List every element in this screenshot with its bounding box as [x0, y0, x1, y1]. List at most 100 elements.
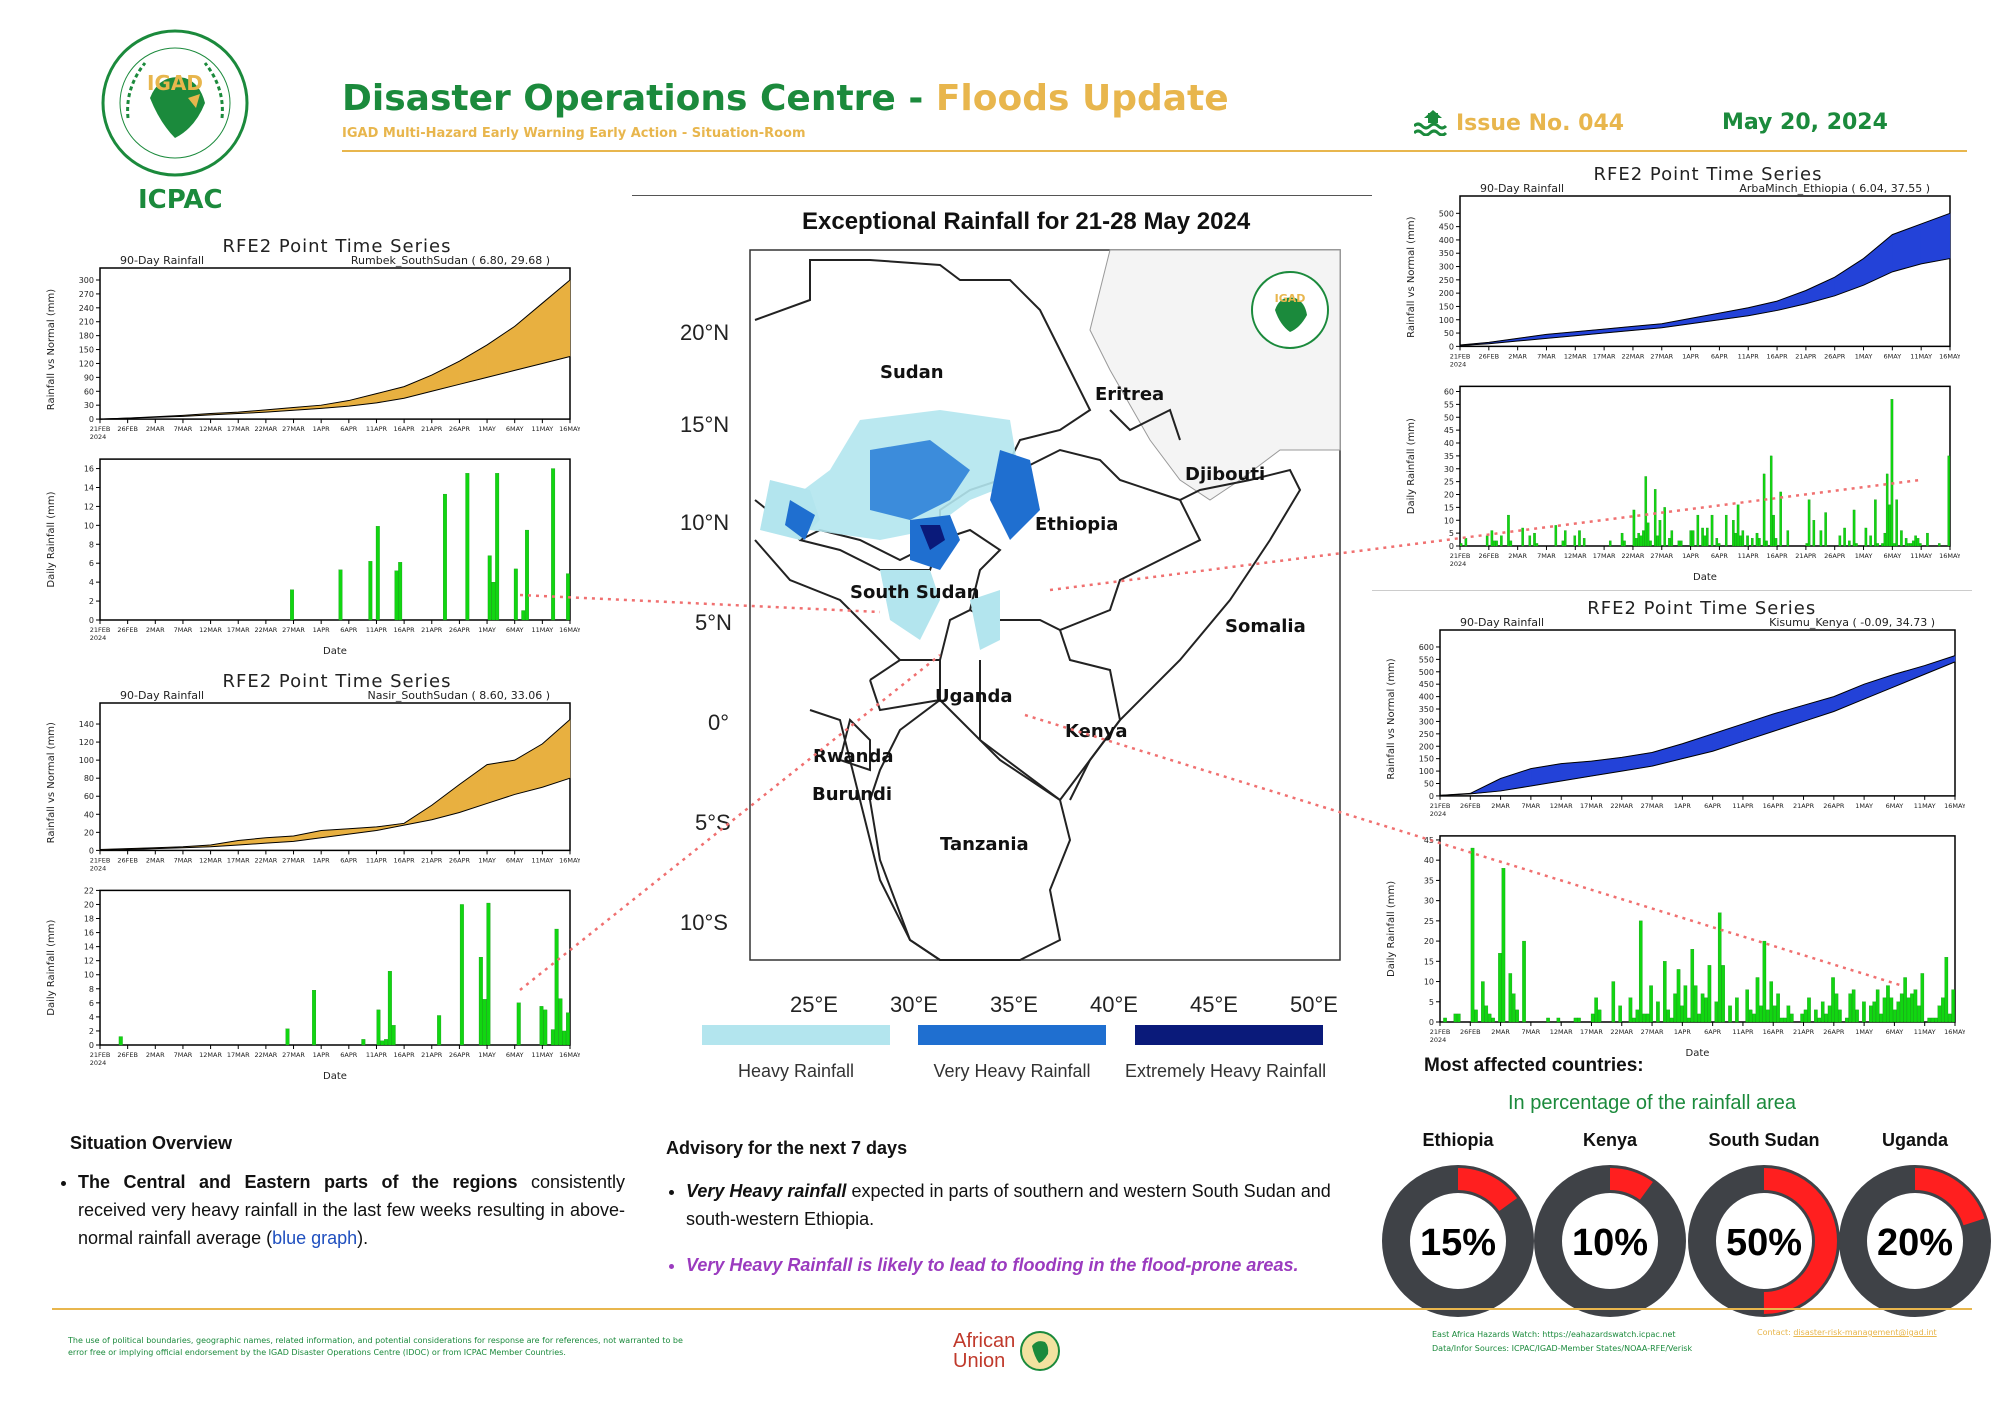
daily-bar	[1814, 1009, 1818, 1023]
daily-bar	[376, 1009, 381, 1046]
y-tick-label: 300	[79, 276, 94, 285]
daily-bar	[1765, 540, 1768, 547]
daily-bar	[1663, 961, 1667, 1023]
y-tick-label: 10	[84, 521, 94, 530]
daily-bar	[1807, 499, 1811, 547]
situation-title: Situation Overview	[70, 1133, 233, 1153]
x-tick-label: 6MAY	[506, 1051, 524, 1059]
legend-swatch	[1135, 1025, 1323, 1045]
y-tick-label: 15	[1444, 503, 1454, 512]
daily-bar	[1474, 1009, 1478, 1023]
country-label: Sudan	[880, 362, 944, 383]
daily-bar	[1748, 1009, 1753, 1023]
daily-bar	[1875, 989, 1880, 1023]
x-tick-label: 26APR	[449, 425, 471, 433]
y-axis-label: Rainfall vs Normal (mm)	[1406, 216, 1417, 337]
series-title: 90-Day Rainfall	[1460, 616, 1544, 629]
rainfall-map: 20°N 15°N 10°N 5°N 0° 5°S 10°S 25°E 30°E…	[680, 249, 1341, 1017]
daily-bar	[1843, 527, 1846, 547]
x-tick-label: 6MAY	[1886, 1028, 1904, 1036]
daily-bar	[338, 569, 343, 621]
daily-bar	[1511, 993, 1516, 1023]
x-tick-label: 11MAY	[1914, 1028, 1936, 1036]
panel-title: RFE2 Point Time Series	[223, 671, 452, 692]
y-tick-label: 22	[84, 886, 94, 895]
series-title: 90-Day Rainfall	[120, 254, 204, 267]
y-tick-label: 210	[79, 318, 94, 327]
year-label: 2024	[90, 1059, 107, 1067]
x-tick-label: 17MAR	[1593, 552, 1616, 560]
daily-bar	[1758, 538, 1761, 547]
daily-bar	[1515, 1009, 1519, 1023]
daily-bar	[1676, 969, 1681, 1023]
lat-label: 10°S	[680, 910, 728, 935]
y-axis-label: Daily Rainfall (mm)	[46, 491, 57, 587]
y-tick-label: 180	[79, 332, 94, 341]
country-label: Somalia	[1225, 616, 1306, 637]
x-tick-label: 12MAR	[1564, 552, 1587, 560]
daily-bar	[1481, 981, 1485, 1023]
daily-bar	[1714, 1001, 1719, 1023]
x-tick-label: 11APR	[1738, 352, 1760, 360]
series-title: 90-Day Rainfall	[1480, 182, 1564, 195]
lat-label: 20°N	[680, 320, 729, 345]
y-tick-label: 50	[1444, 413, 1454, 422]
x-tick-label: 21APR	[1793, 1028, 1815, 1036]
x-tick-label: 21APR	[421, 1051, 443, 1059]
daily-bar	[1501, 868, 1506, 1023]
daily-bar	[1649, 985, 1653, 1023]
x-tick-label: 22MAR	[1610, 1028, 1633, 1036]
daily-bar	[1638, 920, 1643, 1023]
daily-bar	[1644, 476, 1648, 547]
x-tick-label: 7MAR	[1537, 352, 1556, 360]
daily-bar	[1618, 1005, 1622, 1023]
daily-bar	[1546, 1017, 1550, 1023]
x-tick-label: 21FEB	[1450, 552, 1471, 560]
daily-bar	[1913, 989, 1918, 1023]
daily-bar	[1831, 977, 1835, 1023]
x-tick-label: 6MAY	[506, 856, 524, 864]
daily-bar	[1620, 532, 1624, 547]
x-tick-label: 27MAR	[1641, 1028, 1664, 1036]
issue-number: Issue No. 044	[1414, 110, 1624, 136]
au-line1: African	[953, 1330, 1016, 1352]
y-tick-label: 8	[89, 985, 94, 994]
daily-bar	[1834, 993, 1839, 1023]
y-tick-label: 25	[1424, 917, 1434, 926]
contact-email-link[interactable]: disaster-risk-management@igad.int	[1793, 1328, 1937, 1337]
x-tick-label: 27MAR	[282, 1051, 305, 1059]
y-tick-label: 500	[1419, 668, 1434, 677]
country-label: Eritrea	[1095, 384, 1164, 405]
daily-bar	[1951, 989, 1955, 1023]
x-tick-label: 7MAR	[1522, 802, 1541, 810]
y-tick-label: 300	[1439, 263, 1454, 272]
y-tick-label: 30	[1424, 897, 1434, 906]
daily-bar	[1535, 543, 1539, 547]
x-tick-label: 6APR	[1704, 1028, 1722, 1036]
y-tick-label: 350	[1439, 249, 1454, 258]
x-tick-label: 26APR	[449, 1051, 471, 1059]
daily-bar	[1642, 1013, 1646, 1023]
footer-divider	[52, 1308, 1972, 1310]
daily-bar	[1646, 522, 1650, 547]
igad-map-logo-text: IGAD	[1275, 292, 1306, 305]
daily-bar	[1669, 1017, 1674, 1023]
x-tick-label: 26FEB	[1460, 802, 1481, 810]
advisory-item-text: expected in parts of southern and wester…	[686, 1181, 1331, 1229]
x-tick-label: 22MAR	[1622, 352, 1645, 360]
hazards-watch-link[interactable]: East Africa Hazards Watch: https://eahaz…	[1432, 1330, 1676, 1339]
daily-bar	[1769, 981, 1774, 1023]
daily-bar	[1786, 530, 1790, 547]
area-frame	[1439, 629, 1956, 797]
daily-bar	[437, 1015, 442, 1046]
daily-bar	[1522, 940, 1526, 1023]
daily-bar	[491, 581, 496, 621]
year-label: 2024	[1450, 560, 1467, 568]
daily-bar	[550, 1029, 555, 1046]
y-tick-label: 450	[1419, 680, 1434, 689]
data-sources: Data/Infor Sources: ICPAC/IGAD-Member St…	[1432, 1344, 1693, 1353]
x-tick-label: 11MAY	[531, 856, 553, 864]
au-line2: Union	[953, 1350, 1006, 1372]
daily-bar	[361, 1039, 366, 1046]
daily-bar	[1855, 543, 1858, 547]
